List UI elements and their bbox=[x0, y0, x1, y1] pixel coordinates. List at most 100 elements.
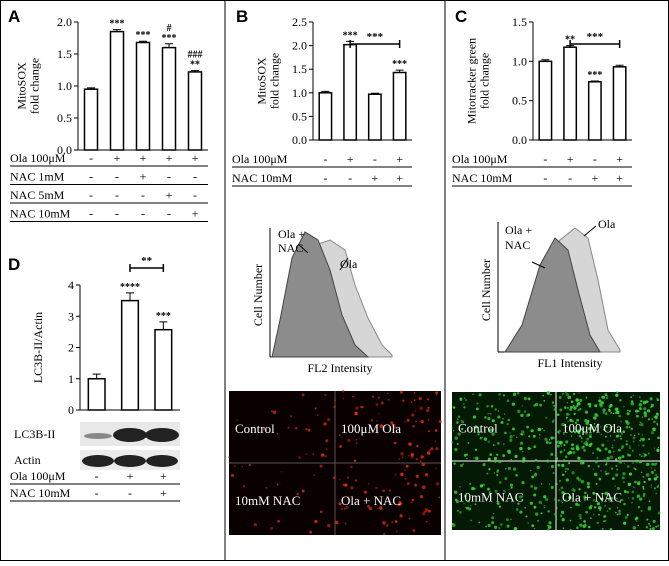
cell bbox=[577, 503, 581, 507]
cell bbox=[593, 513, 595, 516]
cell bbox=[560, 445, 563, 447]
cell bbox=[350, 486, 354, 490]
cell bbox=[531, 524, 535, 528]
cell bbox=[622, 430, 626, 434]
error-bar bbox=[615, 64, 624, 67]
cell bbox=[604, 447, 608, 451]
cell bbox=[405, 464, 409, 468]
cell bbox=[566, 406, 569, 409]
micrograph-label: 100μM Ola bbox=[562, 421, 622, 436]
cell bbox=[394, 520, 398, 523]
cell bbox=[545, 441, 549, 444]
cell bbox=[594, 413, 599, 418]
cell bbox=[562, 527, 565, 530]
cell bbox=[506, 524, 510, 528]
cell bbox=[604, 491, 608, 496]
cell bbox=[387, 392, 389, 395]
cell bbox=[540, 483, 543, 485]
cell bbox=[594, 460, 598, 464]
cell bbox=[556, 430, 560, 434]
flow-x-label: FL2 Intensity bbox=[308, 361, 373, 375]
cell bbox=[505, 518, 509, 522]
cell bbox=[600, 470, 602, 472]
flow-label: Ola bbox=[340, 257, 358, 271]
cell bbox=[577, 409, 580, 412]
cell bbox=[295, 426, 298, 430]
cell bbox=[489, 453, 493, 456]
cell bbox=[557, 463, 561, 467]
cell bbox=[645, 462, 650, 467]
cell bbox=[377, 396, 380, 399]
cell bbox=[420, 455, 424, 459]
cell bbox=[509, 432, 511, 434]
cell bbox=[646, 518, 649, 521]
bar bbox=[135, 41, 151, 151]
cell bbox=[609, 428, 612, 431]
cell bbox=[647, 452, 650, 455]
cell bbox=[623, 481, 625, 484]
cell bbox=[482, 483, 486, 487]
cell bbox=[638, 403, 643, 407]
cell bbox=[655, 492, 657, 495]
cell bbox=[595, 482, 598, 485]
y-tick-label: 0.0 bbox=[57, 143, 72, 157]
cell bbox=[640, 471, 643, 474]
cell bbox=[451, 523, 456, 527]
significance: **** bbox=[120, 282, 140, 293]
bracket bbox=[349, 40, 401, 48]
cell bbox=[635, 409, 639, 413]
cell bbox=[435, 447, 439, 451]
cell bbox=[639, 439, 641, 442]
cell bbox=[594, 429, 597, 432]
cell bbox=[536, 465, 540, 470]
cell bbox=[347, 438, 351, 443]
cell bbox=[625, 440, 628, 443]
cell bbox=[607, 450, 612, 454]
cell bbox=[534, 486, 538, 490]
cell bbox=[473, 457, 475, 459]
row-sign: - bbox=[128, 486, 132, 500]
row-sign: - bbox=[115, 207, 119, 221]
cell bbox=[472, 393, 474, 396]
histogram-b bbox=[269, 228, 393, 358]
y-tick-label: 2.0 bbox=[292, 39, 307, 53]
cell bbox=[598, 477, 602, 481]
cell bbox=[332, 476, 336, 480]
cell bbox=[580, 479, 585, 484]
row-label: NAC 10mM bbox=[232, 171, 293, 185]
cell bbox=[481, 436, 483, 439]
cell bbox=[340, 507, 344, 510]
cell bbox=[550, 465, 555, 469]
blot-band bbox=[145, 428, 179, 442]
cell bbox=[491, 516, 495, 520]
cell bbox=[513, 467, 517, 471]
cell bbox=[633, 434, 636, 437]
row-sign: - bbox=[89, 170, 93, 184]
cell bbox=[503, 489, 505, 492]
cell bbox=[647, 418, 650, 421]
cell bbox=[498, 527, 501, 530]
cell bbox=[521, 495, 524, 498]
cell bbox=[583, 497, 587, 501]
row-sign: - bbox=[323, 171, 327, 185]
cell bbox=[503, 413, 506, 415]
cell bbox=[497, 415, 501, 419]
cell bbox=[456, 509, 459, 512]
cell bbox=[489, 428, 493, 432]
cell bbox=[438, 496, 441, 499]
flow-label: Ola bbox=[598, 217, 616, 231]
cell bbox=[574, 421, 578, 425]
y-axis-label: MitoSOX bbox=[255, 57, 269, 105]
cell bbox=[615, 473, 619, 477]
cell bbox=[556, 483, 558, 485]
cell bbox=[569, 519, 572, 522]
cell bbox=[570, 506, 572, 509]
cell bbox=[628, 446, 632, 450]
cell bbox=[592, 491, 596, 495]
cell bbox=[551, 401, 555, 404]
cell bbox=[463, 494, 467, 498]
cell bbox=[546, 459, 550, 463]
y-tick-label: 0.0 bbox=[512, 133, 527, 147]
cell bbox=[631, 490, 635, 494]
blot-label: LC3B-II bbox=[14, 427, 55, 441]
